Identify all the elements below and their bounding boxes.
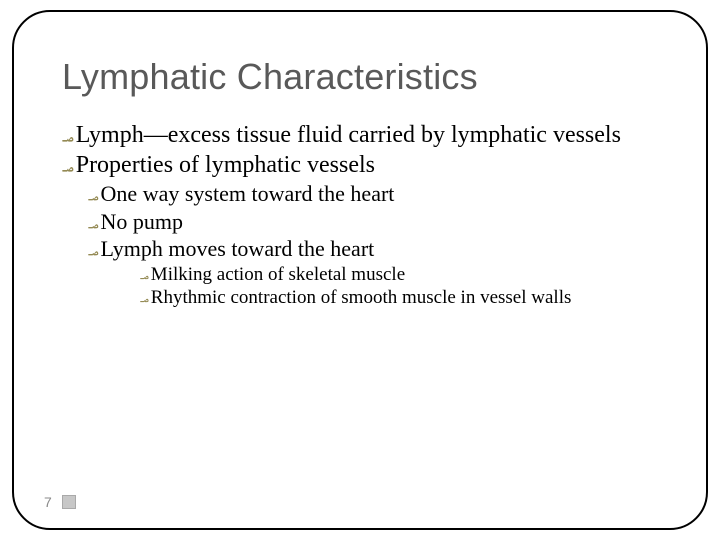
list-item: ؃ Lymph moves toward the heart <box>88 235 658 263</box>
list-item: ؃ Milking action of skeletal muscle <box>140 263 658 287</box>
bullet-icon: ؃ <box>88 209 99 232</box>
bullet-icon: ؃ <box>62 151 74 176</box>
bullet-list-level1: ؃ Lymph—excess tissue fluid carried by l… <box>62 120 658 310</box>
footer-mark-icon <box>62 495 76 509</box>
list-item: ؃ No pump <box>88 208 658 236</box>
list-item-text: Milking action of skeletal muscle <box>151 263 405 287</box>
bullet-icon: ؃ <box>88 236 99 259</box>
list-item-text: No pump <box>101 208 184 236</box>
slide-frame: Lymphatic Characteristics ؃ Lymph—excess… <box>12 10 708 530</box>
bullet-list-level2: ؃ One way system toward the heart ؃ No p… <box>88 180 658 310</box>
bullet-list-level3: ؃ Milking action of skeletal muscle ؃ Rh… <box>140 263 658 311</box>
slide: Lymphatic Characteristics ؃ Lymph—excess… <box>0 0 720 540</box>
page-footer: 7 <box>44 494 76 510</box>
list-item: ؃ One way system toward the heart <box>88 180 658 208</box>
list-item-text: Rhythmic contraction of smooth muscle in… <box>151 286 572 310</box>
bullet-icon: ؃ <box>140 287 149 306</box>
slide-title: Lymphatic Characteristics <box>62 56 658 98</box>
list-item-text: Lymph moves toward the heart <box>101 235 375 263</box>
bullet-icon: ؃ <box>140 264 149 283</box>
list-item-text: One way system toward the heart <box>101 180 395 208</box>
list-item: ؃ Properties of lymphatic vessels <box>62 150 658 180</box>
page-number: 7 <box>44 494 52 510</box>
list-item: ؃ Lymph—excess tissue fluid carried by l… <box>62 120 658 150</box>
list-item-text: Lymph—excess tissue fluid carried by lym… <box>76 120 621 150</box>
bullet-icon: ؃ <box>88 181 99 204</box>
list-item-text: Properties of lymphatic vessels <box>76 150 375 180</box>
bullet-icon: ؃ <box>62 121 74 146</box>
list-item: ؃ Rhythmic contraction of smooth muscle … <box>140 286 658 310</box>
